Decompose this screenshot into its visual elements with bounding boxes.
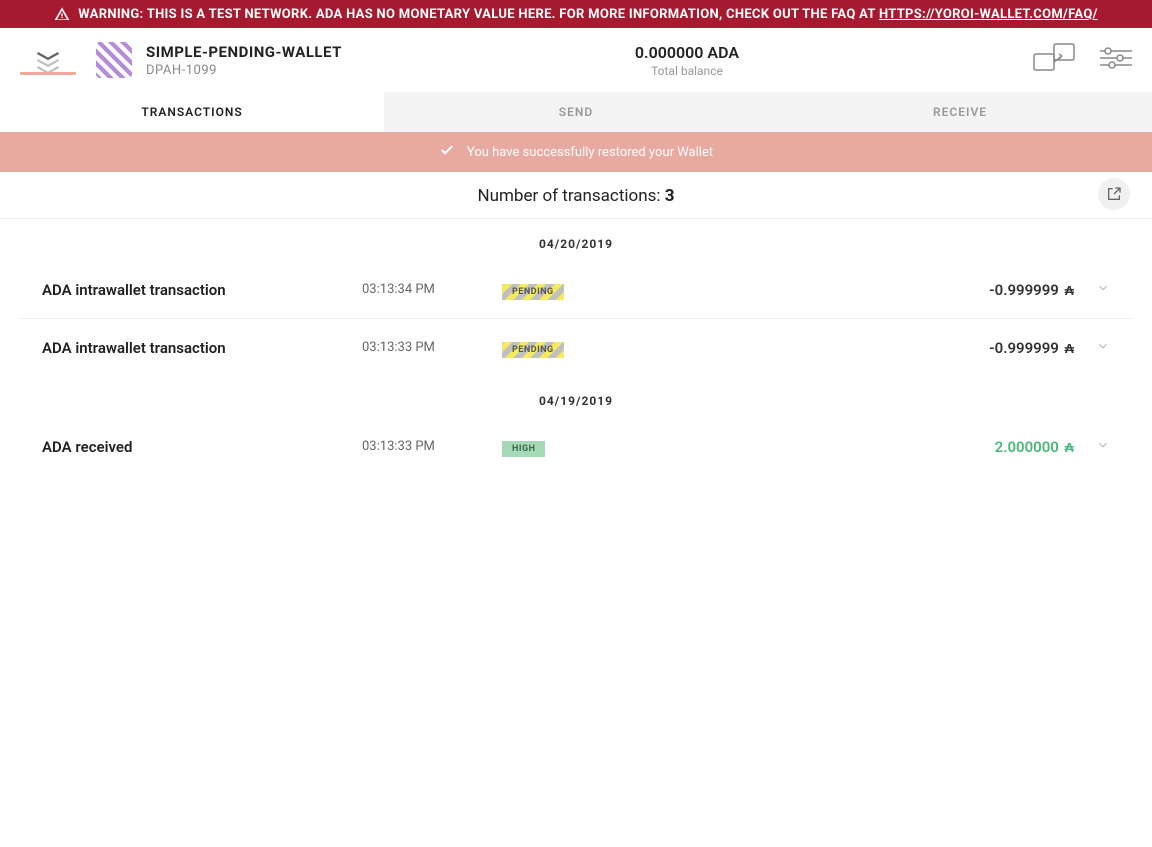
- transaction-status: PENDING: [502, 279, 602, 300]
- transaction-status: HIGH: [502, 436, 602, 457]
- wallet-identicon: [96, 42, 132, 78]
- transaction-row[interactable]: ADA intrawallet transaction03:13:34 PMPE…: [20, 261, 1132, 319]
- transaction-type: ADA received: [42, 438, 362, 456]
- transfer-icon[interactable]: [1032, 42, 1076, 78]
- balance-amount: 0.000000 ADA: [342, 43, 1032, 62]
- chevron-down-icon: [1086, 437, 1110, 456]
- balance: 0.000000 ADA Total balance: [342, 43, 1032, 78]
- tabs: TRANSACTIONS SEND RECEIVE: [0, 92, 1152, 132]
- transaction-group: ADA intrawallet transaction03:13:34 PMPE…: [20, 261, 1132, 376]
- date-header: 04/20/2019: [20, 219, 1132, 261]
- success-banner: You have successfully restored your Wall…: [0, 132, 1152, 172]
- summary-count: 3: [665, 186, 675, 206]
- export-button[interactable]: [1098, 178, 1130, 210]
- transaction-row[interactable]: ADA intrawallet transaction03:13:33 PMPE…: [20, 319, 1132, 376]
- transaction-amount: -0.999999 ₳: [602, 339, 1074, 357]
- tab-transactions[interactable]: TRANSACTIONS: [0, 92, 384, 132]
- transaction-group: ADA received03:13:33 PMHIGH 2.000000 ₳: [20, 418, 1132, 475]
- transaction-row[interactable]: ADA received03:13:33 PMHIGH 2.000000 ₳: [20, 418, 1132, 475]
- status-badge: PENDING: [502, 284, 564, 300]
- date-header: 04/19/2019: [20, 376, 1132, 418]
- chevron-down-icon: [1086, 338, 1110, 357]
- tab-receive[interactable]: RECEIVE: [768, 92, 1152, 132]
- warning-icon: [54, 6, 70, 22]
- transaction-count: Number of transactions: 3: [92, 186, 1060, 206]
- transaction-type: ADA intrawallet transaction: [42, 339, 362, 357]
- summary: Number of transactions: 3: [0, 172, 1152, 219]
- check-icon: [439, 142, 455, 162]
- transaction-type: ADA intrawallet transaction: [42, 281, 362, 299]
- status-badge: HIGH: [502, 441, 545, 457]
- transaction-amount: -0.999999 ₳: [602, 281, 1074, 299]
- warning-prefix: WARNING: THIS IS A TEST NETWORK. ADA HAS…: [78, 7, 879, 22]
- wallet-subtitle: DPAH-1099: [146, 63, 342, 78]
- wallet-name: SIMPLE-PENDING-WALLET: [146, 43, 342, 61]
- app-logo[interactable]: [20, 46, 76, 74]
- transaction-amount: 2.000000 ₳: [602, 438, 1074, 456]
- logo-active-indicator: [20, 72, 76, 75]
- transaction-time: 03:13:34 PM: [362, 282, 502, 297]
- success-message: You have successfully restored your Wall…: [467, 145, 713, 160]
- chevron-down-icon: [1086, 280, 1110, 299]
- tab-send[interactable]: SEND: [384, 92, 768, 132]
- header: SIMPLE-PENDING-WALLET DPAH-1099 0.000000…: [0, 28, 1152, 92]
- warning-faq-link[interactable]: HTTPS://YOROI-WALLET.COM/FAQ/: [879, 7, 1098, 22]
- header-actions: [1032, 42, 1132, 78]
- transaction-list: 04/20/2019ADA intrawallet transaction03:…: [0, 219, 1152, 475]
- wallet-info: SIMPLE-PENDING-WALLET DPAH-1099: [146, 43, 342, 78]
- warning-banner: WARNING: THIS IS A TEST NETWORK. ADA HAS…: [0, 0, 1152, 28]
- transaction-time: 03:13:33 PM: [362, 340, 502, 355]
- warning-text: WARNING: THIS IS A TEST NETWORK. ADA HAS…: [78, 7, 1097, 22]
- settings-icon[interactable]: [1100, 46, 1132, 74]
- transaction-status: PENDING: [502, 337, 602, 358]
- balance-label: Total balance: [342, 64, 1032, 78]
- summary-prefix: Number of transactions:: [478, 186, 665, 206]
- transaction-time: 03:13:33 PM: [362, 439, 502, 454]
- status-badge: PENDING: [502, 342, 564, 358]
